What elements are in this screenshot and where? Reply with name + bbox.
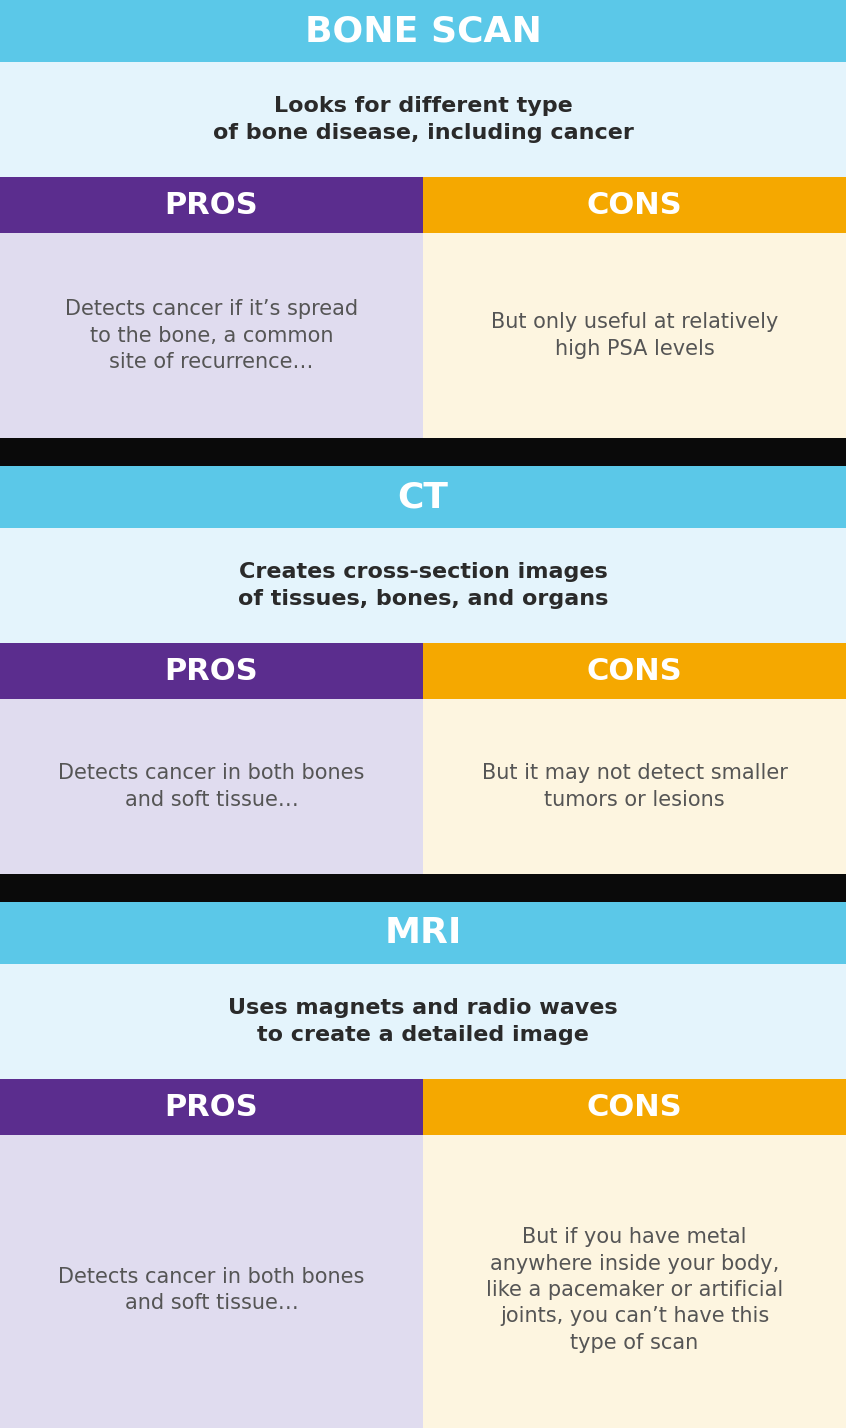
- Text: Uses magnets and radio waves
to create a detailed image: Uses magnets and radio waves to create a…: [228, 998, 618, 1045]
- Bar: [423, 177, 846, 233]
- Text: CONS: CONS: [586, 190, 683, 220]
- Bar: [423, 1135, 846, 1428]
- Bar: [0, 528, 846, 643]
- Text: CT: CT: [398, 480, 448, 514]
- Bar: [0, 964, 846, 1080]
- Text: Looks for different type
of bone disease, including cancer: Looks for different type of bone disease…: [212, 96, 634, 143]
- Bar: [423, 698, 846, 874]
- Text: Detects cancer in both bones
and soft tissue…: Detects cancer in both bones and soft ti…: [58, 1267, 365, 1314]
- Text: PROS: PROS: [165, 1092, 258, 1121]
- Text: But it may not detect smaller
tumors or lesions: But it may not detect smaller tumors or …: [481, 764, 788, 810]
- Text: Detects cancer in both bones
and soft tissue…: Detects cancer in both bones and soft ti…: [58, 764, 365, 810]
- Bar: [423, 233, 846, 438]
- Bar: [0, 0, 846, 61]
- Text: Creates cross-section images
of tissues, bones, and organs: Creates cross-section images of tissues,…: [238, 563, 608, 608]
- Text: MRI: MRI: [384, 915, 462, 950]
- Text: CONS: CONS: [586, 657, 683, 685]
- Bar: [423, 1080, 846, 1135]
- Text: CONS: CONS: [586, 1092, 683, 1121]
- Bar: [0, 233, 423, 438]
- Bar: [0, 1135, 423, 1428]
- Bar: [0, 177, 423, 233]
- Text: But if you have metal
anywhere inside your body,
like a pacemaker or artificial
: But if you have metal anywhere inside yo…: [486, 1227, 783, 1352]
- Bar: [0, 466, 846, 528]
- Bar: [0, 61, 846, 177]
- Text: But only useful at relatively
high PSA levels: But only useful at relatively high PSA l…: [491, 313, 778, 358]
- Bar: [0, 902, 846, 964]
- Bar: [0, 874, 846, 902]
- Text: PROS: PROS: [165, 657, 258, 685]
- Bar: [0, 1080, 423, 1135]
- Bar: [0, 643, 423, 698]
- Bar: [0, 698, 423, 874]
- Text: PROS: PROS: [165, 190, 258, 220]
- Text: BONE SCAN: BONE SCAN: [305, 14, 541, 49]
- Bar: [423, 643, 846, 698]
- Text: Detects cancer if it’s spread
to the bone, a common
site of recurrence…: Detects cancer if it’s spread to the bon…: [65, 298, 358, 371]
- Bar: [0, 438, 846, 466]
